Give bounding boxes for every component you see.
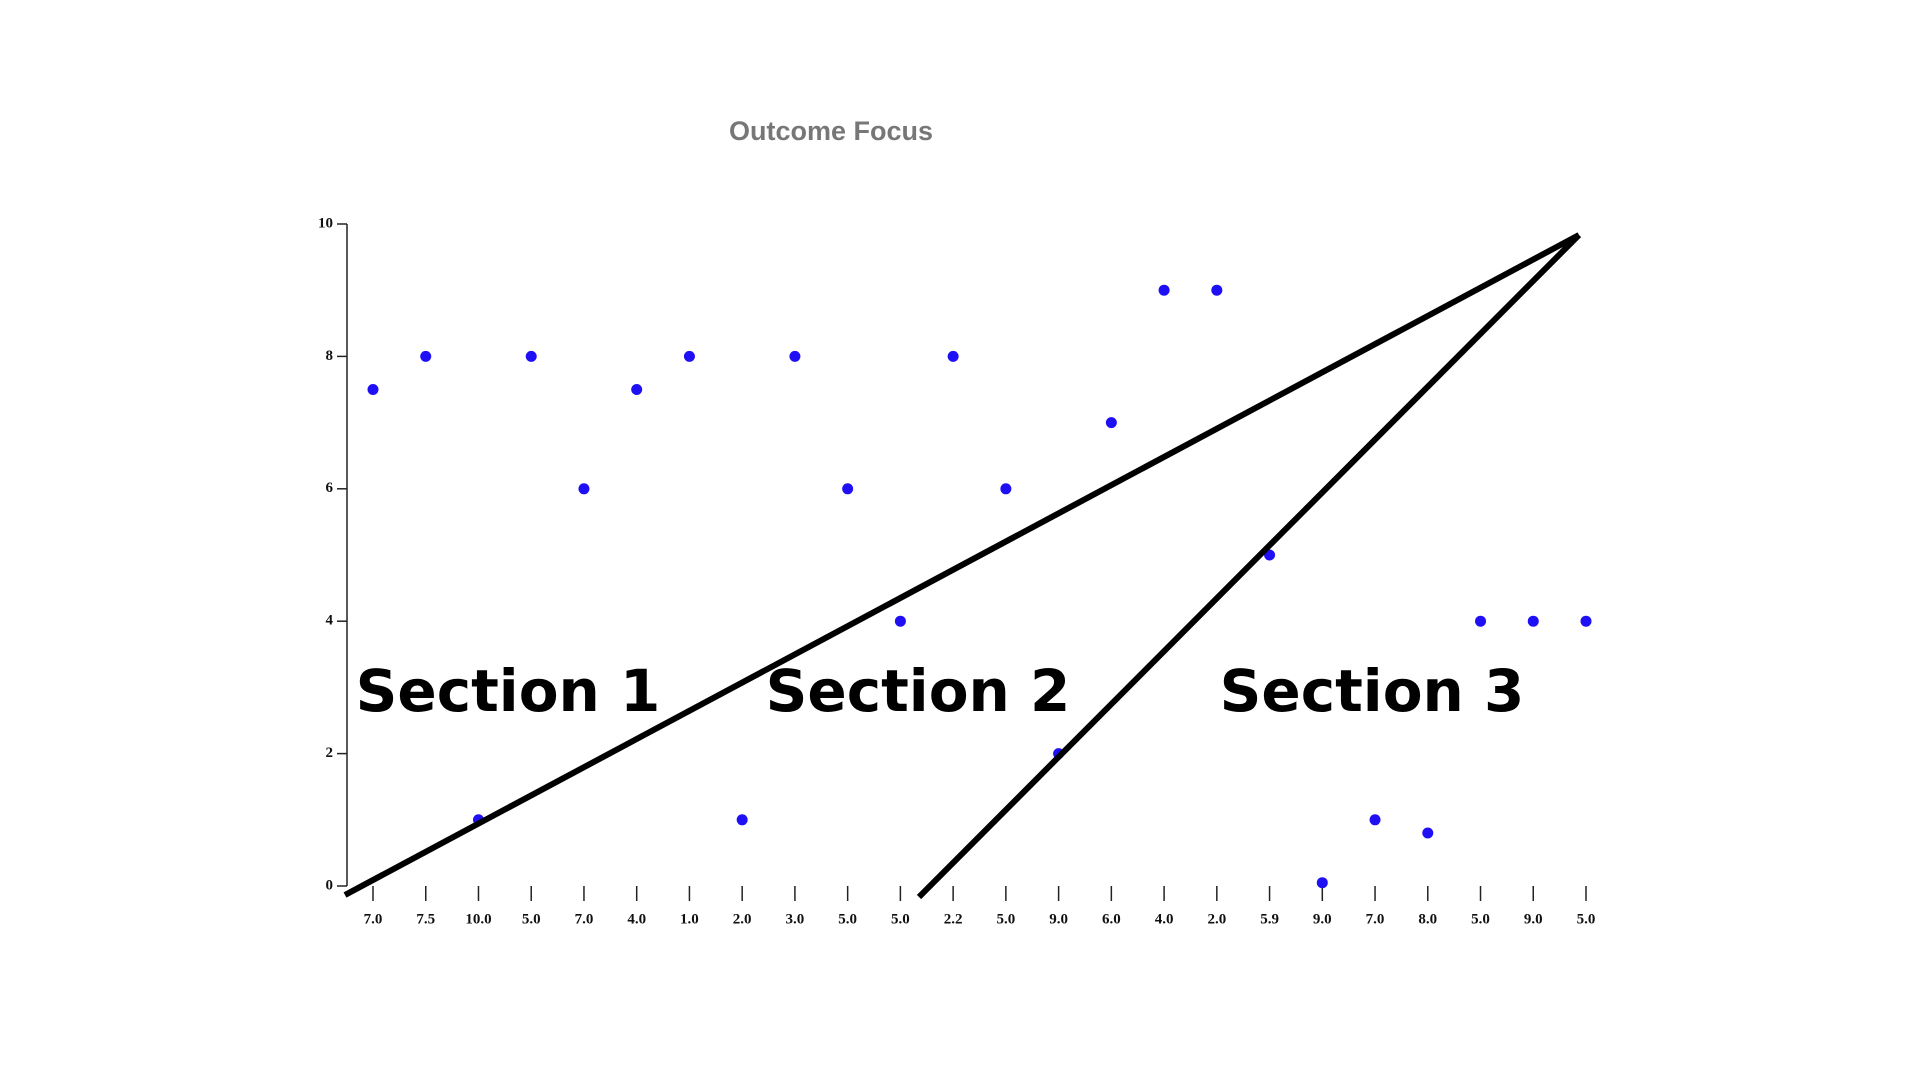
section-divider: [343, 232, 1581, 898]
data-point: [1105, 417, 1117, 429]
data-point: [1527, 615, 1539, 627]
x-tick-label: 10.0: [465, 911, 491, 927]
x-tick-label: 7.5: [416, 911, 435, 927]
x-tick-label: 7.0: [1366, 911, 1385, 927]
data-point: [736, 814, 748, 826]
data-point: [1475, 615, 1487, 627]
x-tick-label: 9.0: [1524, 911, 1543, 927]
y-tick-label: 0: [326, 877, 334, 893]
data-point: [1422, 827, 1434, 839]
data-point: [1316, 877, 1328, 889]
x-tick-label: 5.0: [996, 911, 1015, 927]
data-point: [367, 384, 379, 395]
x-tick-label: 6.0: [1102, 911, 1121, 927]
section-divider: [916, 232, 1582, 900]
data-point: [947, 350, 959, 362]
section-label: Section 2: [766, 657, 1071, 725]
data-point: [1369, 814, 1381, 826]
data-point: [842, 483, 854, 495]
data-point: [1158, 284, 1170, 296]
section-label: Section 3: [1220, 657, 1525, 725]
y-tick-label: 8: [326, 348, 334, 364]
y-tick-label: 10: [318, 215, 333, 231]
chart-title: Outcome Focus: [729, 116, 933, 146]
x-tick-label: 2.0: [733, 911, 752, 927]
x-tick-label: 5.0: [1577, 911, 1596, 927]
x-tick-label: 9.0: [1049, 911, 1068, 927]
section-label: Section 1: [356, 657, 661, 725]
x-tick-label: 5.0: [522, 911, 541, 927]
plot-area: 0 2 4 6 8 10 7.0 7.5 10.0 5.0 7.0 4.0 1.0 2.0 3.0 5.0 5.…: [318, 215, 1595, 927]
x-tick-label: 9.0: [1313, 911, 1332, 927]
data-point: [1000, 483, 1012, 495]
x-tick-label: 5.9: [1260, 911, 1279, 927]
data-point: [631, 384, 643, 395]
data-point: [1211, 284, 1223, 296]
data-point: [578, 483, 590, 495]
x-tick-label: 7.0: [364, 911, 383, 927]
data-point: [525, 350, 537, 362]
x-tick-label: 8.0: [1418, 911, 1437, 927]
x-tick-label: 5.0: [891, 911, 910, 927]
y-tick-label: 2: [326, 745, 334, 761]
y-tick-label: 6: [326, 480, 334, 496]
x-tick-label: 5.0: [1471, 911, 1490, 927]
x-tick-label: 7.0: [575, 911, 594, 927]
x-tick-label: 4.0: [627, 911, 646, 927]
y-tick-label: 4: [326, 613, 334, 629]
data-point: [1580, 615, 1592, 627]
x-tick-label: 2.0: [1207, 911, 1226, 927]
x-tick-label: 2.2: [944, 911, 963, 927]
data-point: [789, 350, 801, 362]
x-tick-label: 4.0: [1155, 911, 1174, 927]
x-tick-label: 1.0: [680, 911, 699, 927]
data-point: [683, 350, 695, 362]
data-point: [894, 615, 906, 627]
data-point: [420, 350, 432, 362]
x-tick-label: 3.0: [786, 911, 805, 927]
x-tick-label: 5.0: [838, 911, 857, 927]
